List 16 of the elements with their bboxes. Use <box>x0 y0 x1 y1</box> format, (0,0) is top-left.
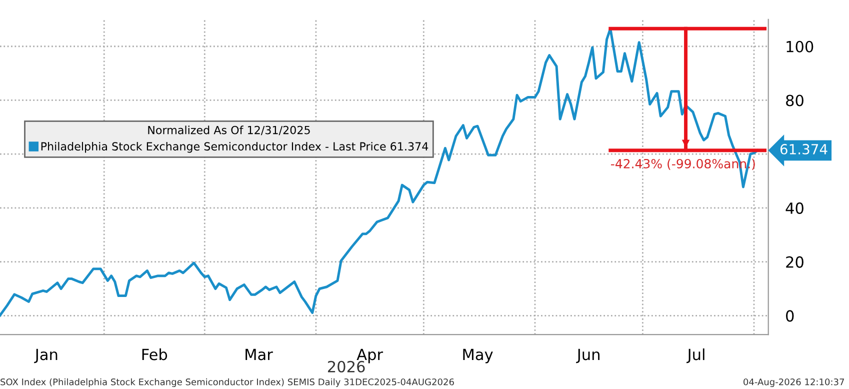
y-tick-label: 100 <box>786 40 814 52</box>
annotation: 61.374 <box>780 144 828 154</box>
y-tick-label: 80 <box>786 94 804 106</box>
x-tick-label: Jun <box>576 348 600 364</box>
x-tick-label: Feb <box>142 348 168 360</box>
y-tick-label: 0 <box>786 310 794 322</box>
x-tick-label: Jul <box>686 348 704 364</box>
x-tick-label: Jan <box>34 348 58 364</box>
x-tick-label: Mar <box>246 348 273 360</box>
y-tick-label: 20 <box>786 256 804 268</box>
legend-label: Philadelphia Stock Exchange Semiconductor Index - Last Price 61.374 <box>41 142 428 153</box>
y-tick-label: 40 <box>786 202 804 214</box>
x-tick-label: May <box>463 348 493 364</box>
legend-title: Normalized As Of 12/31/2025 <box>148 126 310 136</box>
text: SOX Index (Philadelphia Stock Exchange Semiconductor Index) SEMIS Daily 31DEC2025-04AUG2026 <box>0 378 454 388</box>
text: 04-Aug-2026 12:10:37 <box>744 378 844 388</box>
